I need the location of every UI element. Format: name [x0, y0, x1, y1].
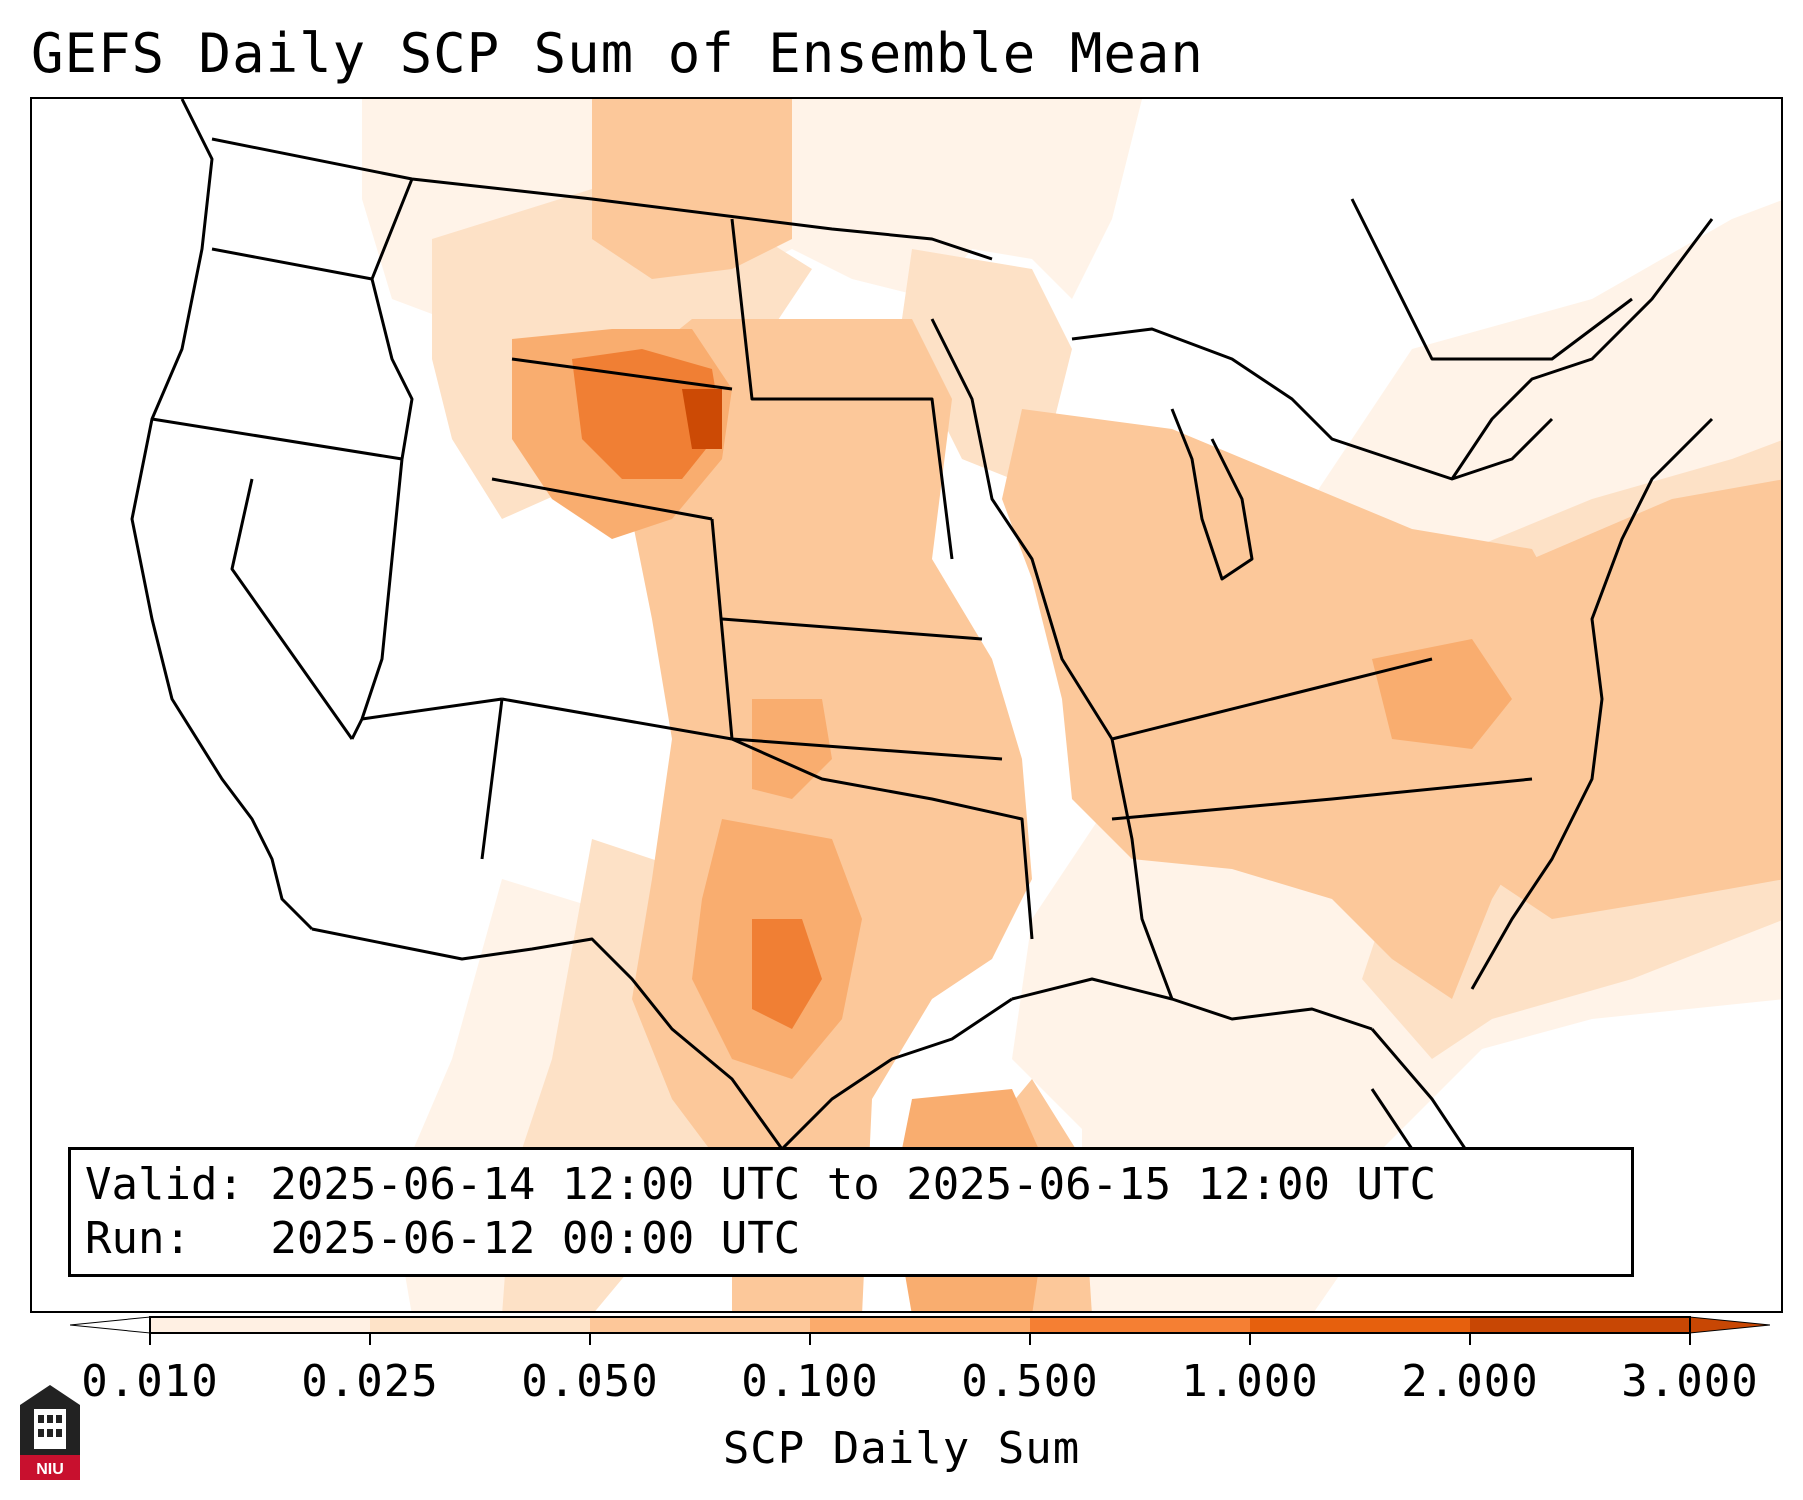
colorbar-tick-label: 0.025 [301, 1356, 439, 1407]
northeast [1450, 218, 1714, 480]
dakotas [730, 218, 954, 560]
run-line: Run: 2025-06-12 00:00 UTC [85, 1213, 801, 1264]
scp-field-layer [362, 99, 1781, 1311]
colorbar-outline [149, 1316, 1691, 1334]
co-nm-border [501, 697, 733, 741]
colorbar-segment [1030, 1317, 1251, 1333]
ks-ok-border [731, 737, 1003, 761]
texas-coast [780, 997, 1013, 1151]
az-nm-border [480, 698, 504, 860]
wy-co-border [491, 477, 713, 521]
ut-az-border [361, 697, 503, 721]
field-high-texas [752, 919, 822, 1029]
colorbar-tick-label: 0.500 [961, 1356, 1099, 1407]
field-light-great-lakes [1002, 409, 1592, 999]
nv-ut-border [350, 458, 404, 740]
or-ca-border [151, 417, 403, 461]
field-max-montana [682, 389, 722, 449]
co-ks-border [710, 518, 734, 740]
map-title: GEFS Daily SCP Sum of Ensemble Mean [31, 22, 1204, 85]
colorbar-tick-label: 0.050 [521, 1356, 659, 1407]
colorbar-segment [370, 1317, 591, 1333]
tn-border [1111, 777, 1533, 821]
colorbar-extend-low [70, 1316, 151, 1334]
colorbar-segment [150, 1317, 371, 1333]
gulf-coast [1011, 977, 1373, 1031]
logo-text: NIU [36, 1461, 64, 1478]
colorbar-segment [1250, 1317, 1471, 1333]
mexico-border [311, 927, 784, 1150]
state-boundaries [130, 99, 1714, 1211]
scp-map [130, 99, 1781, 1311]
valid-line: Valid: 2025-06-14 12:00 UTC to 2025-06-1… [85, 1159, 1437, 1210]
valid-time-box: Valid: 2025-06-14 12:00 UTC to 2025-06-1… [68, 1147, 1634, 1277]
ohio-river [1111, 657, 1433, 741]
colorbar-segments [150, 1317, 1691, 1333]
niu-logo: NIU [20, 1385, 80, 1480]
logo-banner [20, 1455, 80, 1480]
colorbar-tick-label: 0.100 [741, 1356, 879, 1407]
colorbar-tick-label: 1.000 [1181, 1356, 1319, 1407]
ne-ks-border [721, 617, 983, 641]
ok-tx-border [731, 737, 1034, 940]
field-light-atlantic [1492, 479, 1781, 919]
atlantic-coast [1470, 417, 1714, 990]
colorbar-title: SCP Daily Sum [722, 1423, 1081, 1474]
ca-nv-border [230, 478, 354, 740]
idaho-east [370, 178, 414, 460]
mississippi-river [930, 318, 1174, 1000]
colorbar-extend-high [1689, 1316, 1770, 1334]
quebec [1350, 198, 1633, 361]
great-lakes [1071, 327, 1554, 481]
colorbar-segment [810, 1317, 1031, 1333]
colorbar-tick-label: 3.000 [1621, 1356, 1759, 1407]
lake-michigan [1170, 408, 1254, 581]
colorbar-tick-label: 2.000 [1401, 1356, 1539, 1407]
canada-border [211, 137, 993, 261]
map-panel [30, 97, 1783, 1313]
colorbar-ticks [149, 1333, 1691, 1345]
colorbar-segment [1470, 1317, 1691, 1333]
colorbar-segment [590, 1317, 811, 1333]
colorbar [70, 1316, 1770, 1345]
field-light-montana [592, 99, 792, 279]
west-coastline [130, 99, 314, 931]
mt-wy-border [511, 357, 733, 391]
colorbar-tick-label: 0.010 [81, 1356, 219, 1407]
wa-or-border [211, 247, 373, 281]
field-light-plains [532, 319, 1032, 1311]
